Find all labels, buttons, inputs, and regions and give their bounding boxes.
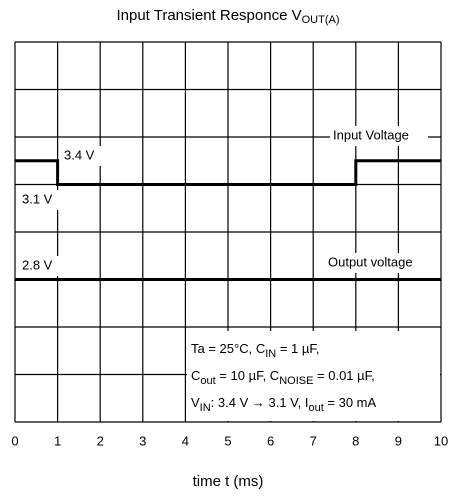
text-part: = 10 µF, C [216, 368, 280, 383]
x-tick-label: 7 [310, 433, 317, 448]
text-part: = 30 mA [324, 395, 377, 410]
x-tick-label: 9 [395, 433, 402, 448]
subscript: NOISE [279, 375, 313, 387]
x-tick-label: 8 [352, 433, 359, 448]
text-part: = 0.01 µF, [313, 368, 374, 383]
chart-title: Input Transient Responce VOUT(A) [116, 7, 339, 26]
x-tick-label: 0 [11, 433, 18, 448]
label-background [19, 190, 59, 210]
subscript: IN [265, 348, 276, 360]
label-background [61, 146, 103, 166]
condition-line: VIN: 3.4 V → 3.1 V, Iout = 30 mA [191, 395, 376, 413]
x-tick-label: 2 [97, 433, 104, 448]
text-part: V [191, 395, 200, 410]
conditions-box [187, 331, 440, 421]
subscript: out [200, 375, 215, 387]
x-tick-label: 4 [182, 433, 189, 448]
x-tick-label: 5 [224, 433, 231, 448]
text-part: C [191, 368, 200, 383]
x-axis-label: time t (ms) [193, 473, 264, 490]
text-part: : 3.4 V → 3.1 V, I [211, 395, 309, 410]
series-label: Input Voltage [333, 127, 409, 142]
text-part: Input Transient Responce V [116, 7, 301, 24]
trace [15, 159, 441, 186]
text-part: Ta = 25°C, C [191, 341, 265, 356]
label-background [330, 126, 428, 146]
label-background [19, 256, 59, 276]
x-tick-label: 10 [434, 433, 448, 448]
condition-line: Ta = 25°C, CIN = 1 µF, [191, 341, 319, 359]
x-tick-label: 3 [139, 433, 146, 448]
x-tick-label: 6 [267, 433, 274, 448]
subscript: OUT(A) [302, 14, 340, 26]
annotation: 3.4 V [64, 147, 95, 162]
annotation: 2.8 V [22, 257, 53, 272]
subscript: out [308, 402, 323, 414]
subscript: IN [200, 402, 211, 414]
x-tick-label: 1 [54, 433, 61, 448]
text-part: = 1 µF, [276, 341, 319, 356]
label-background [325, 253, 431, 273]
series-label: Output voltage [328, 254, 413, 269]
annotation: 3.1 V [22, 191, 53, 206]
condition-line: Cout = 10 µF, CNOISE = 0.01 µF, [191, 368, 375, 386]
